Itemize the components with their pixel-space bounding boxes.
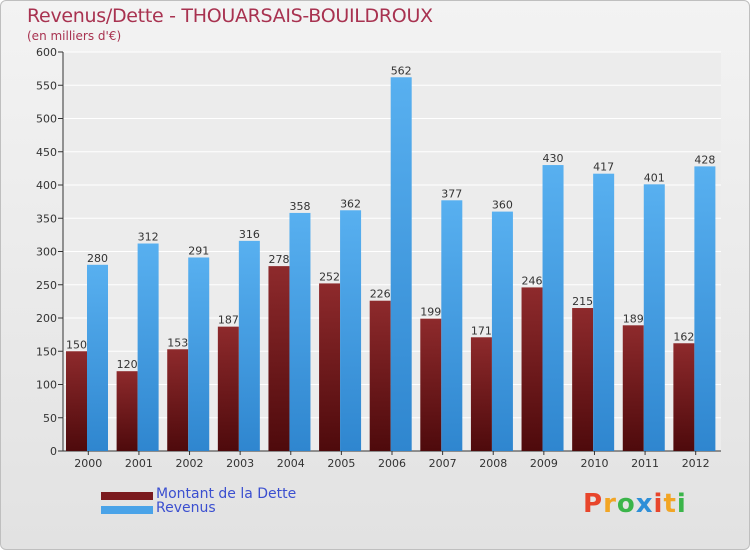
data-label-dette: 153 [167,336,188,349]
data-label-dette: 252 [319,270,340,283]
x-tick-label: 2004 [277,457,305,470]
bar-revenus [542,165,564,452]
y-tick-label: 50 [43,412,57,425]
bar-dette [167,349,189,451]
y-tick-label: 150 [36,345,57,358]
data-label-dette: 226 [370,288,391,301]
x-tick-label: 2008 [479,457,507,470]
data-label-dette: 246 [522,274,543,287]
logo-letter: x [635,489,654,519]
chart-subtitle: (en milliers d'€) [27,29,122,43]
bar-dette [622,325,644,451]
bar-dette [217,326,239,451]
bar-dette [319,283,341,451]
data-label-revenus: 428 [694,153,715,166]
x-tick-label: 2010 [580,457,608,470]
legend-swatch-revenus [101,506,153,514]
y-tick-label: 200 [36,312,57,325]
bar-revenus [694,166,716,451]
data-label-revenus: 358 [289,200,310,213]
legend-swatch-dette [101,492,153,500]
x-tick-label: 2007 [429,457,457,470]
bar-revenus [137,243,159,451]
data-label-dette: 189 [623,312,644,325]
data-label-revenus: 562 [391,64,412,77]
data-label-dette: 215 [572,295,593,308]
proxiti-logo: Proxiti [583,489,687,519]
bar-dette [420,318,442,451]
bar-dette [66,351,87,451]
x-tick-label: 2005 [327,457,355,470]
data-label-dette: 171 [471,324,492,337]
x-tick-label: 2006 [378,457,406,470]
data-label-dette: 278 [268,253,289,266]
bar-dette [470,337,492,451]
y-tick-label: 350 [36,212,57,225]
bar-dette [116,371,138,451]
x-tick-label: 2003 [226,457,254,470]
logo-letter: i [676,489,687,519]
data-label-dette: 150 [66,338,87,351]
data-label-revenus: 312 [138,231,159,244]
data-label-revenus: 377 [441,187,462,200]
data-label-revenus: 360 [492,199,513,212]
logo-letter: P [583,489,604,519]
bar-revenus [87,264,108,451]
y-tick-label: 550 [36,79,57,92]
bar-revenus [593,173,615,451]
bar-revenus [390,77,412,452]
bar-dette [521,287,543,451]
data-label-revenus: 401 [644,171,665,184]
legend-label-dette: Montant de la Dette [156,486,297,502]
y-tick-label: 400 [36,179,57,192]
data-label-revenus: 316 [239,228,260,241]
y-tick-label: 300 [36,246,57,259]
bar-revenus [441,200,463,451]
logo-letter: t [663,489,677,519]
data-label-dette: 187 [218,314,239,327]
bar-revenus [643,184,665,451]
legend-label-revenus: Revenus [156,500,216,516]
data-label-revenus: 362 [340,197,361,210]
y-tick-label: 250 [36,279,57,292]
data-label-dette: 199 [420,306,441,319]
bar-dette [572,308,594,451]
data-label-revenus: 291 [188,244,209,257]
bar-revenus [491,211,513,451]
logo-letter: r [603,489,617,519]
data-label-revenus: 280 [87,252,108,265]
y-tick-label: 450 [36,146,57,159]
bar-revenus [340,210,362,451]
data-label-revenus: 417 [593,161,614,174]
x-tick-label: 2012 [682,457,710,470]
chart-title: Revenus/Dette - THOUARSAIS-BOUILDROUX [27,5,433,27]
data-label-revenus: 430 [543,152,564,165]
bar-revenus [188,257,210,451]
y-tick-label: 0 [50,445,57,458]
bar-dette [268,266,290,451]
bar-dette [369,300,391,451]
logo-letter: i [653,489,664,519]
bar-revenus [238,240,260,451]
x-tick-label: 2000 [74,457,102,470]
x-tick-label: 2001 [125,457,153,470]
bar-dette [673,343,695,451]
x-tick-label: 2011 [631,457,659,470]
logo-letter: o [616,489,636,519]
data-label-dette: 120 [117,358,138,371]
bar-revenus [289,212,311,451]
x-tick-label: 2002 [176,457,204,470]
x-tick-label: 2009 [530,457,558,470]
y-tick-label: 100 [36,379,57,392]
data-label-dette: 162 [673,330,694,343]
y-tick-label: 500 [36,113,57,126]
y-tick-label: 600 [36,46,57,59]
